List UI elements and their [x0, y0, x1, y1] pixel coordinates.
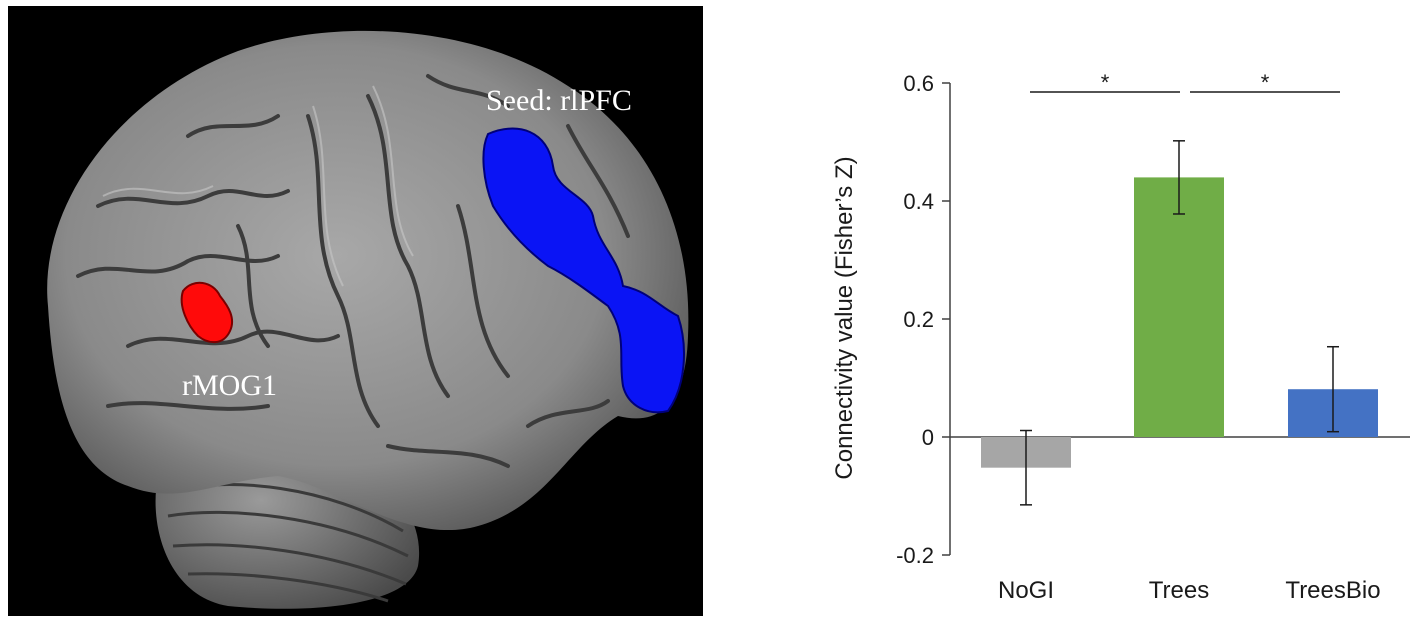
- y-axis: 0.6 0.4 0.2 0 -0.2: [896, 71, 1410, 568]
- y-tick-label: 0.6: [903, 71, 934, 96]
- error-bars: [1020, 140, 1339, 506]
- y-tick-label: 0.2: [903, 307, 934, 332]
- target-region: [180, 281, 234, 344]
- significance-star: *: [1101, 70, 1110, 95]
- seed-region: [482, 127, 685, 414]
- x-tick-label: NoGI: [998, 577, 1054, 604]
- bar-chart: 0.60.40.20-0.2 NoGI Trees TreesBio * * Conn…: [831, 70, 1410, 604]
- x-tick-label: Trees: [1149, 577, 1209, 604]
- bars: [981, 177, 1378, 468]
- significance-brackets: * *: [1030, 70, 1340, 95]
- bar-trees: [1134, 177, 1224, 437]
- significance-star: *: [1261, 70, 1270, 95]
- y-tick-label: -0.2: [896, 543, 934, 568]
- x-tick-label: TreesBio: [1285, 577, 1380, 604]
- y-tick-label: 0.4: [903, 189, 934, 214]
- region-label: rMOG1: [182, 369, 277, 402]
- y-tick-label: 0: [922, 425, 934, 450]
- y-axis-label: Connectivity value (Fisher’s Z): [831, 156, 858, 479]
- seed-label: Seed: rlPFC: [486, 84, 632, 117]
- brain-render: Seed: rlPFC rMOG1: [8, 6, 703, 616]
- x-axis-labels: NoGI Trees TreesBio: [998, 577, 1381, 604]
